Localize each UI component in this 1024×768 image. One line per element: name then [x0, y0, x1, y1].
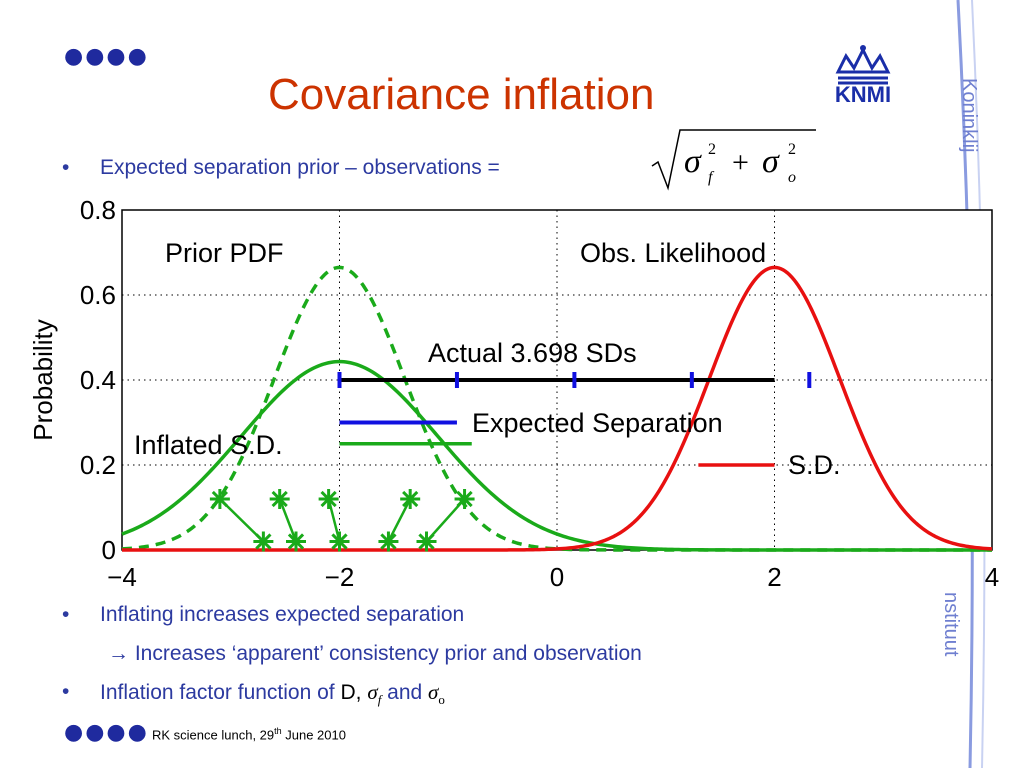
x-tick-label: 4 [985, 562, 999, 592]
delta-symbol: D, [340, 681, 362, 704]
logo-text: KNMI [835, 82, 891, 107]
y-tick-label: 0.2 [80, 450, 116, 480]
bullet-text: Inflating increases expected separation [100, 603, 465, 626]
y-tick-label: 0.6 [80, 280, 116, 310]
y-axis-label: Probability [28, 319, 58, 440]
probability-chart: −4 −2 0 2 4 0 0.2 0.4 0.6 0.8 Probability Prior PDF… [28, 195, 999, 592]
x-tick-label: −2 [325, 562, 355, 592]
ensemble-marker-inflated [456, 490, 473, 508]
and-text: and [387, 681, 423, 704]
svg-text:σ: σ [684, 143, 702, 180]
side-text-bottom: nstituut [940, 592, 962, 657]
label-obs-likelihood: Obs. Likelihood [580, 238, 766, 268]
bullet-symbol: • [62, 680, 70, 703]
obs-likelihood-line [122, 265, 993, 552]
y-tick-label: 0 [102, 535, 116, 565]
ensemble-marker-original [418, 533, 435, 550]
svg-text:2: 2 [708, 141, 716, 158]
y-tick-label: 0.4 [80, 365, 116, 395]
x-tick-label: 2 [767, 562, 781, 592]
x-tick-label: 0 [550, 562, 564, 592]
svg-text:σ: σ [762, 143, 780, 180]
bullet-expected-separation: • Expected separation prior – observatio… [62, 156, 500, 180]
ensemble-marker-inflated [271, 490, 288, 508]
side-text-top: Koninklij [958, 78, 980, 153]
y-tick-label: 0.8 [80, 195, 116, 225]
ensemble-connector [278, 498, 298, 542]
ensemble-connector [327, 498, 341, 542]
svg-text:+: + [732, 146, 749, 179]
svg-text:2: 2 [788, 141, 796, 158]
label-sd: S.D. [788, 450, 841, 480]
sigma-f-symbol: σf [367, 680, 382, 708]
bullet-text: Expected separation prior – observations… [100, 156, 500, 179]
label-inflated-sd: Inflated S.D. [134, 430, 283, 460]
ensemble-marker-inflated [402, 490, 419, 508]
sigma-o-symbol: σo [428, 680, 445, 708]
knmi-logo: KNMI [818, 42, 908, 110]
sub-bullet-consistency: → Increases ‘apparent’ consistency prior… [108, 642, 642, 666]
formula-sqrt: σ 2 f + σ 2 o [651, 129, 816, 191]
bullet-symbol: • [62, 603, 70, 626]
header-dots: ●●●● [64, 44, 149, 69]
ensemble-connector [387, 498, 412, 543]
footer-sup: th [274, 726, 282, 736]
label-prior-pdf: Prior PDF [165, 238, 284, 268]
ensemble-marker-inflated [211, 490, 229, 508]
bullet-text: Inflation factor function of [100, 681, 335, 704]
label-expected-separation: Expected Separation [472, 408, 723, 438]
footer-suffix: June 2010 [281, 727, 346, 743]
bullet-inflating: • Inflating increases expected separatio… [62, 603, 464, 627]
label-actual-separation: Actual 3.698 SDs [428, 338, 637, 368]
x-tick-label: −4 [107, 562, 137, 592]
prior-pdf-dashed-line [121, 265, 992, 552]
ensemble-marker-original [287, 533, 305, 550]
ensemble-marker-original [255, 533, 272, 550]
footer-dots: ●●●● [64, 720, 149, 745]
svg-text:o: o [788, 169, 796, 186]
inflated-pdf-line [121, 359, 992, 552]
bullet-symbol: • [62, 156, 70, 179]
footer-text: RK science lunch, 29th June 2010 [152, 726, 346, 742]
crown-icon: KNMI [835, 45, 891, 107]
bullet-inflation-factor: • Inflation factor function of D, σf and… [62, 680, 445, 708]
ensemble-marker-original [380, 533, 397, 550]
slide-title: Covariance inflation [268, 70, 655, 119]
ensemble-connector [219, 498, 265, 543]
svg-text:f: f [708, 169, 715, 186]
footer-prefix: RK science lunch, 29 [152, 727, 275, 743]
sub-bullet-text: → Increases ‘apparent’ consistency prior… [108, 642, 642, 665]
ensemble-marker-inflated [320, 490, 337, 508]
ensemble-marker-original [331, 533, 348, 550]
